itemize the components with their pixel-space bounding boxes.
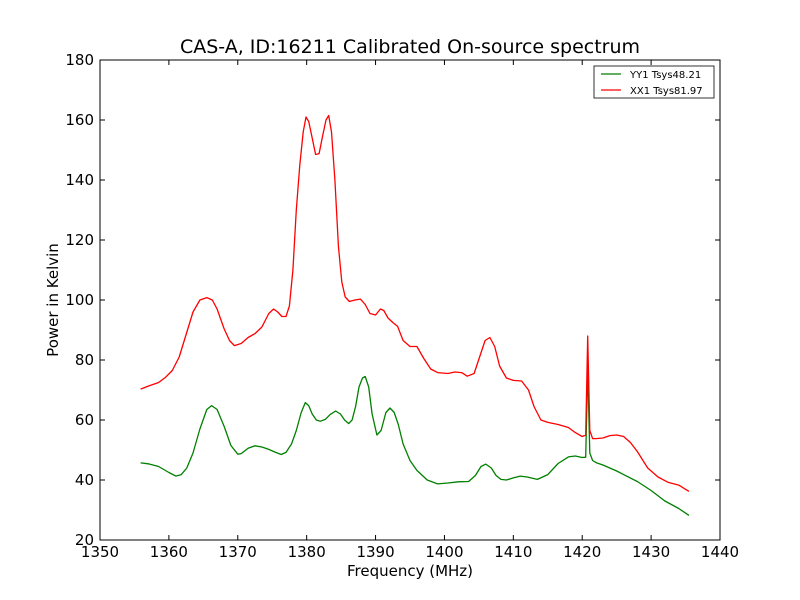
x-tick-label: 1360: [150, 543, 188, 561]
series-line-1: [140, 366, 690, 516]
x-axis-label: Frequency (MHz): [347, 562, 473, 580]
y-tick-label: 100: [65, 291, 94, 309]
x-tick-label: 1370: [219, 543, 257, 561]
chart-title: CAS-A, ID:16211 Calibrated On-source spe…: [180, 36, 640, 58]
y-axis: 20 40 60 80 100 120 140 160 180: [65, 51, 720, 549]
y-tick-label: 40: [75, 471, 94, 489]
y-tick-label: 80: [75, 351, 94, 369]
x-tick-label: 1420: [563, 543, 601, 561]
y-axis-label: Power in Kelvin: [44, 243, 62, 357]
x-tick-label: 1350: [81, 543, 119, 561]
legend: YY1 Tsys48.21 XX1 Tsys81.97: [593, 65, 715, 99]
legend-label-2: XX1 Tsys81.97: [630, 86, 703, 97]
x-tick-label: 1410: [494, 543, 532, 561]
x-axis: 1350 1360 1370 1380 1390 1400 1410 1420 1430 1440: [81, 60, 739, 561]
y-tick-label: 20: [75, 531, 94, 549]
y-tick-label: 60: [75, 411, 94, 429]
y-tick-label: 180: [65, 51, 94, 69]
y-tick-label: 140: [65, 171, 94, 189]
x-tick-label: 1380: [288, 543, 326, 561]
legend-label-1: YY1 Tsys48.21: [629, 70, 701, 81]
y-tick-label: 160: [65, 111, 94, 129]
x-tick-label: 1400: [425, 543, 463, 561]
legend-box: [593, 65, 715, 99]
x-tick-label: 1440: [701, 543, 739, 561]
series-line-2: [140, 114, 690, 492]
y-tick-label: 120: [65, 231, 94, 249]
x-tick-label: 1430: [632, 543, 670, 561]
x-tick-label: 1390: [356, 543, 394, 561]
